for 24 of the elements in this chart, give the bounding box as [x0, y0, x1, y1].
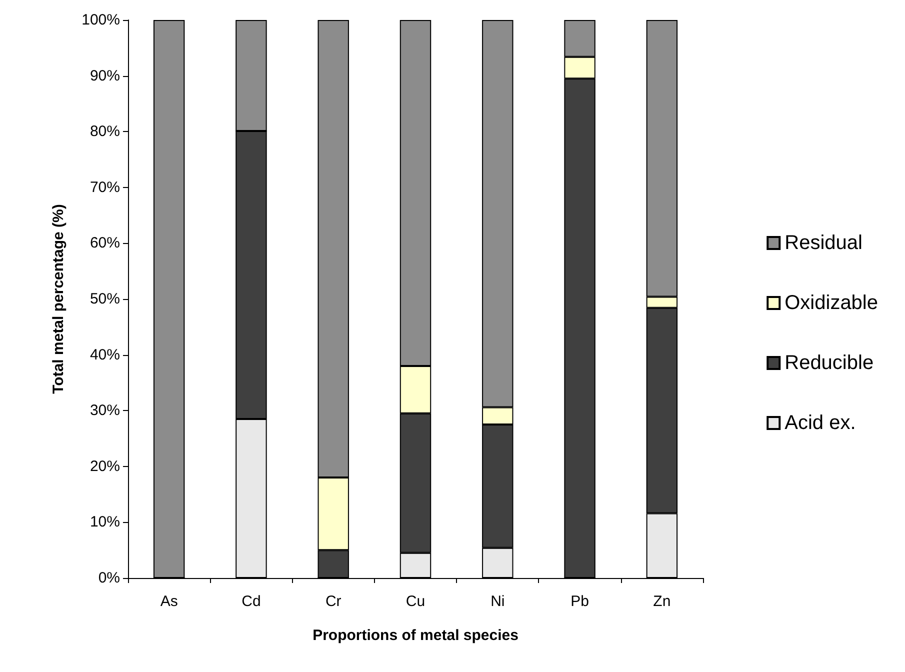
- legend-label: Reducible: [784, 352, 874, 374]
- y-axis-title: Total metal percentage (%): [50, 204, 67, 394]
- x-tick-label: Cu: [406, 593, 426, 610]
- y-tick-label: 60%: [90, 234, 120, 252]
- y-tick-label: 0%: [98, 570, 120, 586]
- x-tick-label: Ni: [490, 593, 505, 610]
- y-tick-label: 70%: [90, 178, 120, 196]
- y-tick-label: 90%: [90, 67, 120, 84]
- x-axis-title: Proportions of metal species: [312, 627, 518, 644]
- legend-label: Oxidizable: [784, 292, 878, 314]
- y-tick-label: 50%: [90, 290, 120, 308]
- x-tick-label: Cd: [242, 593, 261, 610]
- legend-label: Residual: [784, 232, 862, 254]
- x-tick-label: Zn: [653, 593, 671, 610]
- y-tick-label: 100%: [82, 12, 120, 28]
- y-tick-label: 10%: [90, 514, 120, 531]
- x-tick-label: Cr: [325, 593, 342, 610]
- y-tick-label: 80%: [90, 123, 120, 140]
- y-tick-label: 30%: [90, 402, 120, 420]
- legend-label: Acid ex.: [784, 412, 856, 434]
- y-tick-label: 40%: [90, 346, 120, 364]
- y-tick-label: 20%: [90, 458, 120, 475]
- x-tick-label: As: [160, 593, 178, 610]
- x-tick-label: Pb: [570, 593, 589, 610]
